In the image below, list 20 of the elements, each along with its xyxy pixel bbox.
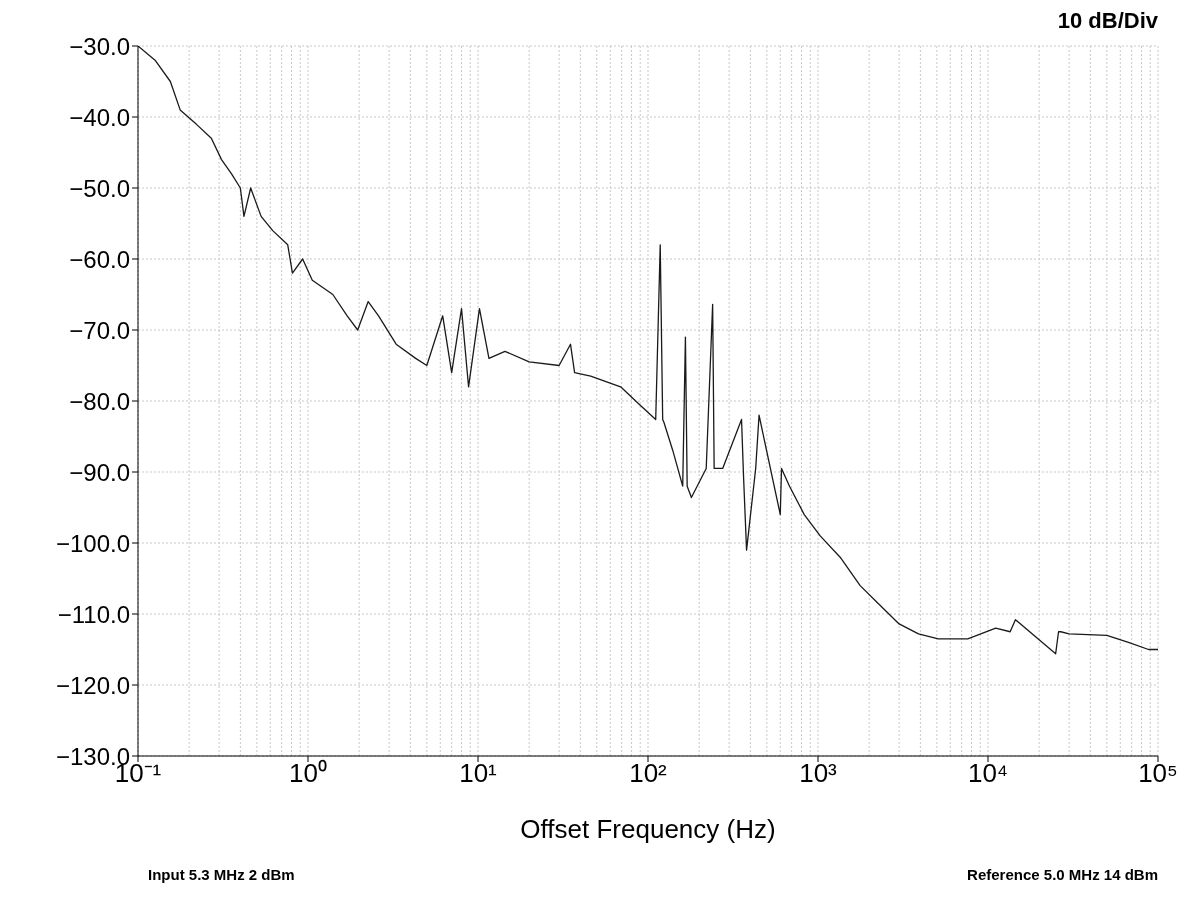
x-tick-label: 10³ [799,758,838,789]
text: Input 5.3 MHz 2 dBm [148,866,295,883]
y-tick-label: −60.0 [69,245,130,273]
y-tick-label: −110.0 [57,600,130,628]
y-tick-label: −80.0 [69,387,130,415]
x-axis-title: Offset Frequency (Hz) [520,814,776,844]
y-tick-label: −100.0 [55,529,130,557]
y-tick-label: −50.0 [69,174,130,202]
x-tick-label: 10⁰ [289,758,327,789]
y-tick-label: −120.0 [55,671,130,699]
y-tick-label: −40.0 [69,103,130,131]
x-tick-label: 10² [629,758,668,789]
x-tick-label: 10⁴ [967,758,1009,789]
x-tick-label: 10¹ [459,758,498,789]
x-tick-label: 10⁵ [1138,758,1178,789]
y-tick-label: −70.0 [69,316,130,344]
y-tick-label: −30.0 [69,32,130,60]
text: Reference 5.0 MHz 14 dBm [967,866,1158,883]
text: 10 dB/Div [1057,8,1158,33]
y-tick-label: −90.0 [69,458,130,486]
